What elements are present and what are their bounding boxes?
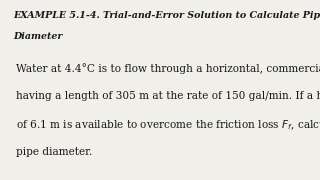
Text: Diameter: Diameter <box>13 32 62 41</box>
Text: EXAMPLE 5.1-4. Trial-and-Error Solution to Calculate Pipe: EXAMPLE 5.1-4. Trial-and-Error Solution … <box>13 11 320 20</box>
Text: of 6.1 m is available to overcome the friction loss $F_f$, calculate the: of 6.1 m is available to overcome the fr… <box>16 119 320 132</box>
Text: Water at 4.4°C is to flow through a horizontal, commercial steel pipe: Water at 4.4°C is to flow through a hori… <box>16 63 320 74</box>
Text: pipe diameter.: pipe diameter. <box>16 147 92 157</box>
Text: having a length of 305 m at the rate of 150 gal/min. If a head of water: having a length of 305 m at the rate of … <box>16 91 320 101</box>
